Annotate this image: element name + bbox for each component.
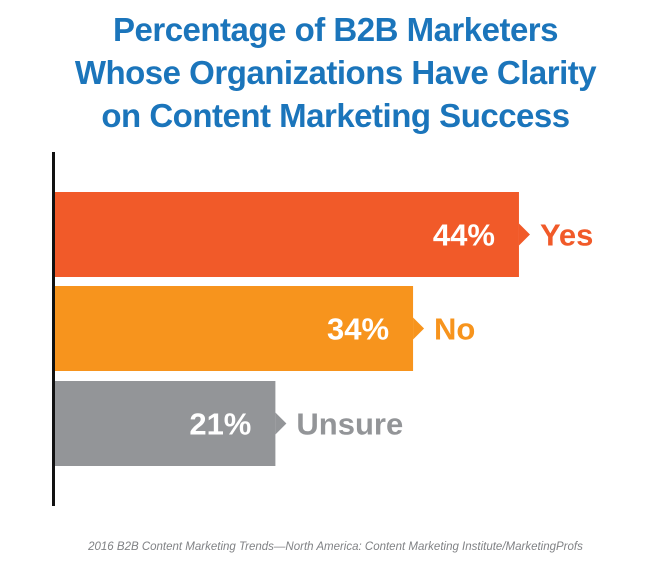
chart-title: Percentage of B2B Marketers Whose Organi… xyxy=(0,8,671,137)
category-label-yes: Yes xyxy=(540,218,593,253)
bar-pointer-yes xyxy=(518,223,530,246)
category-label-unsure: Unsure xyxy=(296,407,403,442)
category-label-no: No xyxy=(434,312,475,347)
value-label-unsure: 21% xyxy=(189,407,251,442)
source-note: 2016 B2B Content Marketing Trends—North … xyxy=(88,541,583,553)
chart-title-line-1: Percentage of B2B Marketers xyxy=(112,11,559,48)
bar-no xyxy=(53,286,414,371)
bar-unsure xyxy=(53,381,276,466)
bar-yes xyxy=(53,192,519,277)
bar-pointer-unsure xyxy=(275,412,287,435)
bar-pointer-no xyxy=(413,317,425,340)
value-label-no: 34% xyxy=(327,312,389,347)
chart-title-line-3: on Content Marketing Success xyxy=(101,97,570,134)
bars-layer: 44% Yes 34% No 21% Unsure xyxy=(53,192,593,466)
chart-title-line-2: Whose Organizations Have Clarity xyxy=(74,54,597,91)
value-label-yes: 44% xyxy=(433,218,495,253)
